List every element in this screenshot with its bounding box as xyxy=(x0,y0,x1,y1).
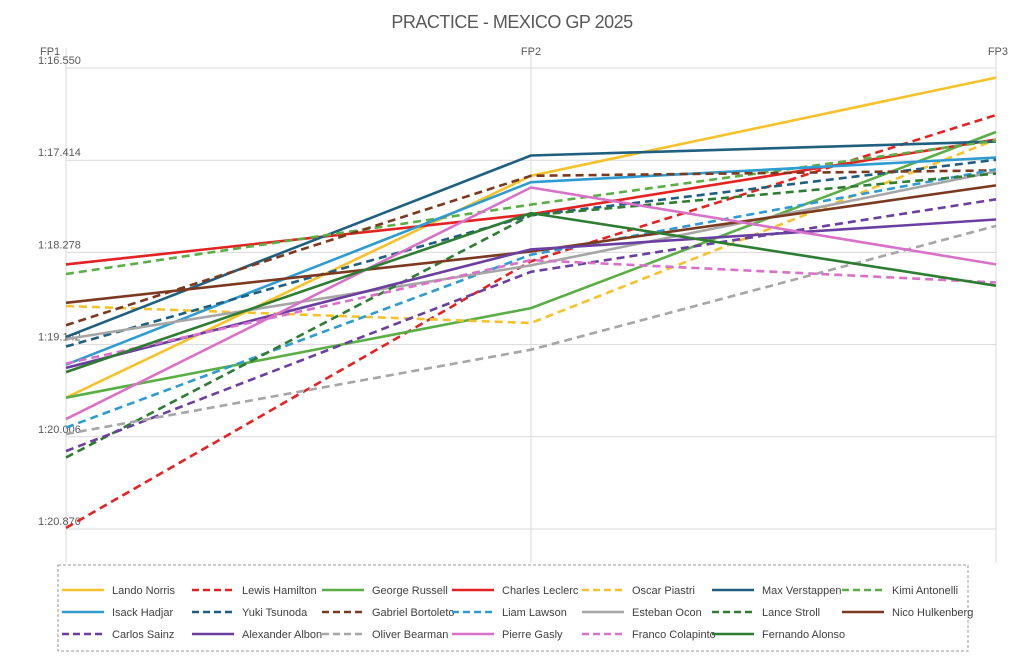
legend-item: Esteban Ocon xyxy=(582,607,702,619)
legend-label: Kimi Antonelli xyxy=(892,585,958,597)
legend-item: Franco Colapinto xyxy=(582,629,716,641)
legend-label: Oliver Bearman xyxy=(372,629,448,641)
series-line-gabriel-bortoleto xyxy=(65,169,997,327)
legend-label: Lance Stroll xyxy=(762,607,820,619)
series-line-esteban-ocon xyxy=(65,170,997,341)
legend-item: Lance Stroll xyxy=(712,607,820,619)
legend-item: Oliver Bearman xyxy=(322,629,448,641)
x-tick-label: FP3 xyxy=(988,46,1008,58)
series-lines xyxy=(65,76,997,530)
series-line-fernando-alonso xyxy=(65,211,997,374)
y-tick-label: 1:20.006 xyxy=(38,424,81,436)
y-tick-label: 1:17.414 xyxy=(38,147,81,159)
legend-item: Fernando Alonso xyxy=(712,629,845,641)
legend-item: Oscar Piastri xyxy=(582,585,695,597)
series-line-nico-hulkenberg xyxy=(65,184,997,305)
legend-item: Carlos Sainz xyxy=(62,629,174,641)
series-line-oscar-piastri xyxy=(65,138,997,325)
legend-item: Gabriel Bortoleto xyxy=(322,607,455,619)
legend-item: Pierre Gasly xyxy=(452,629,563,641)
x-tick-labels: FP1 FP2 FP3 xyxy=(40,46,1008,58)
legend-label: Pierre Gasly xyxy=(502,629,563,641)
legend-label: Franco Colapinto xyxy=(632,629,716,641)
legend-item: Nico Hulkenberg xyxy=(842,607,973,619)
legend-item: Lewis Hamilton xyxy=(192,585,317,597)
legend-label: Isack Hadjar xyxy=(112,607,173,619)
legend-label: Lewis Hamilton xyxy=(242,585,317,597)
legend-label: Gabriel Bortoleto xyxy=(372,607,455,619)
series-line-george-russell xyxy=(65,130,997,399)
series-line-liam-lawson xyxy=(65,168,997,429)
legend-label: Carlos Sainz xyxy=(112,629,174,641)
legend-label: Oscar Piastri xyxy=(632,585,695,597)
y-tick-label: 1:20.870 xyxy=(38,516,81,528)
legend-label: Charles Leclerc xyxy=(502,585,579,597)
legend-label: Max Verstappen xyxy=(762,585,842,597)
legend-label: Lando Norris xyxy=(112,585,175,597)
series-line-kimi-antonelli xyxy=(65,139,997,276)
chart-title: PRACTICE - MEXICO GP 2025 xyxy=(391,12,633,32)
legend-item: Alexander Albon xyxy=(192,629,322,641)
legend-item: Isack Hadjar xyxy=(62,607,173,619)
legend-label: George Russell xyxy=(372,585,448,597)
legend-item: Yuki Tsunoda xyxy=(192,607,308,619)
legend-label: Alexander Albon xyxy=(242,629,322,641)
legend: Lando Norris Lewis Hamilton George Russell… xyxy=(57,564,973,652)
legend-label: Fernando Alonso xyxy=(762,629,845,641)
legend-label: Yuki Tsunoda xyxy=(242,607,308,619)
legend-label: Nico Hulkenberg xyxy=(892,607,973,619)
x-tick-label: FP1 xyxy=(40,46,60,58)
legend-item: George Russell xyxy=(322,585,448,597)
legend-item: Liam Lawson xyxy=(452,607,567,619)
legend-border xyxy=(57,564,969,652)
y-tick-label: 1:18.278 xyxy=(38,239,81,251)
series-line-franco-colapinto xyxy=(65,258,997,365)
legend-item: Max Verstappen xyxy=(712,585,842,597)
legend-item: Kimi Antonelli xyxy=(842,585,958,597)
series-line-pierre-gasly xyxy=(65,186,997,421)
legend-item: Lando Norris xyxy=(62,585,175,597)
series-line-carlos-sainz xyxy=(65,198,997,453)
legend-item: Charles Leclerc xyxy=(452,585,579,597)
y-tick-label: 1:16.550 xyxy=(38,55,81,67)
x-tick-label: FP2 xyxy=(521,46,541,58)
legend-label: Esteban Ocon xyxy=(632,607,702,619)
series-line-oliver-bearman xyxy=(65,224,997,436)
legend-label: Liam Lawson xyxy=(502,607,567,619)
series-line-lance-stroll xyxy=(65,172,997,459)
